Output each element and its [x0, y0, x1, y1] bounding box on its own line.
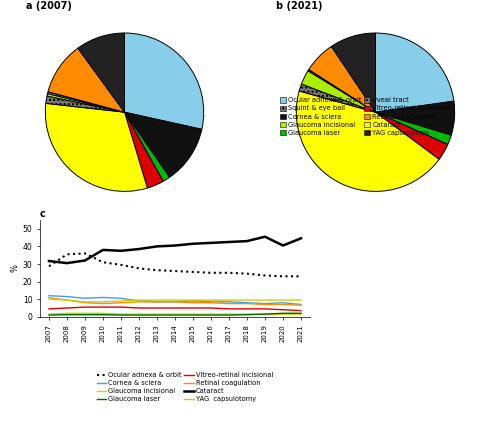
Wedge shape — [302, 71, 376, 112]
Wedge shape — [332, 33, 376, 112]
Wedge shape — [124, 112, 170, 181]
Text: a (2007): a (2007) — [26, 1, 72, 11]
Text: c: c — [40, 209, 46, 219]
Y-axis label: %: % — [11, 264, 20, 272]
Wedge shape — [47, 94, 124, 112]
Wedge shape — [376, 33, 454, 112]
Legend: Ocular adnexa & orbit, Squint & eye ball, Cornea & sclera, Glaucoma incisional, : Ocular adnexa & orbit, Squint & eye ball… — [278, 95, 452, 139]
Wedge shape — [46, 103, 148, 191]
Wedge shape — [308, 70, 376, 112]
Wedge shape — [48, 48, 124, 112]
Wedge shape — [296, 91, 439, 191]
Wedge shape — [376, 101, 454, 135]
Wedge shape — [124, 112, 202, 177]
Wedge shape — [124, 33, 204, 129]
Wedge shape — [46, 96, 124, 112]
Wedge shape — [309, 47, 376, 112]
Wedge shape — [48, 92, 124, 112]
Wedge shape — [299, 84, 376, 112]
Wedge shape — [376, 112, 448, 159]
Text: b (2021): b (2021) — [276, 1, 323, 11]
Wedge shape — [376, 112, 452, 144]
Wedge shape — [78, 33, 124, 112]
Wedge shape — [124, 112, 164, 188]
Legend: Ocular adnexa & orbit, Cornea & sclera, Glaucoma incisional, Glaucoma laser, Vit: Ocular adnexa & orbit, Cornea & sclera, … — [94, 370, 276, 405]
